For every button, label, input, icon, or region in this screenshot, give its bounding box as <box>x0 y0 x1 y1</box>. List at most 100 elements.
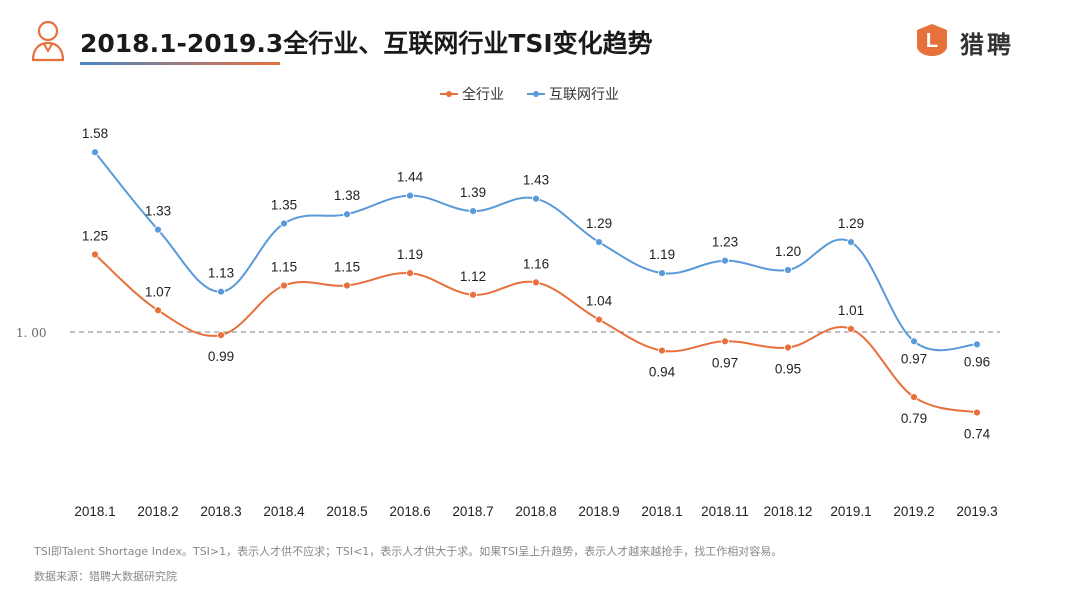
x-tick-label: 2018.11 <box>701 504 749 519</box>
data-point <box>280 281 288 290</box>
data-label: 1.23 <box>712 235 738 250</box>
data-point <box>217 331 225 340</box>
data-point <box>469 290 477 299</box>
data-label: 1.43 <box>523 173 549 188</box>
data-point <box>406 269 414 278</box>
liepin-logo: L 猎聘 <box>914 22 1054 62</box>
data-label: 1.04 <box>586 294 613 309</box>
data-point <box>154 225 162 234</box>
data-point <box>595 315 603 324</box>
legend-label: 互联网行业 <box>549 87 619 103</box>
data-point <box>343 210 351 219</box>
data-point <box>784 266 792 274</box>
data-point <box>973 340 981 349</box>
x-tick-label: 2018.8 <box>515 504 556 519</box>
data-label: 1.25 <box>82 229 108 244</box>
x-tick-label: 2018.4 <box>263 504 305 519</box>
data-point <box>217 287 225 296</box>
data-point <box>595 238 603 247</box>
data-point <box>973 408 981 417</box>
data-label: 1.29 <box>586 216 612 231</box>
data-label: 1.15 <box>334 260 360 275</box>
legend-item-0: 全行业 <box>440 86 504 103</box>
data-label: 1.15 <box>271 260 297 275</box>
data-label: 0.79 <box>901 411 927 426</box>
data-point <box>532 194 540 203</box>
data-point <box>721 256 729 265</box>
data-point <box>343 281 351 290</box>
data-point <box>658 346 666 355</box>
x-tick-label: 2019.1 <box>830 504 871 519</box>
data-point <box>91 148 99 157</box>
data-label: 1.35 <box>271 198 297 213</box>
series-0 <box>91 250 981 417</box>
data-label: 1.29 <box>838 216 864 231</box>
data-label: 0.97 <box>901 351 927 366</box>
x-tick-label: 2018.12 <box>764 504 813 519</box>
x-tick-label: 2018.3 <box>200 504 241 519</box>
data-point <box>280 219 288 228</box>
x-axis: 2018.1 2018.2 2018.3 2018.4 2018.5 2018.6 2018… <box>74 504 997 519</box>
data-label: 1.39 <box>460 185 486 200</box>
data-source: 数据来源：猎聘大数据研究院 <box>34 570 177 583</box>
legend-label: 全行业 <box>462 86 504 103</box>
legend-swatch-dot <box>446 91 452 97</box>
x-tick-label: 2018.9 <box>578 504 619 519</box>
tsi-line-chart: 全行业 互联网行业 1. 00 1.251.070.991.15 1.151.191… <box>16 86 1000 519</box>
data-point <box>721 337 729 346</box>
page-title: 2018.1-2019.3全行业、互联网行业TSI变化趋势 <box>80 29 653 58</box>
x-tick-label: 2019.2 <box>893 504 934 519</box>
data-label: 1.16 <box>523 256 549 271</box>
x-tick-label: 2018.6 <box>389 504 430 519</box>
series-1 <box>91 148 981 352</box>
data-point <box>784 343 792 352</box>
data-label: 1.13 <box>208 266 234 281</box>
data-label: 0.96 <box>964 354 990 369</box>
data-label: 1.01 <box>838 303 864 318</box>
data-label: 1.07 <box>145 284 171 299</box>
data-label: 1.33 <box>145 204 171 219</box>
x-tick-label: 2018.7 <box>452 504 493 519</box>
logo-text: 猎聘 <box>960 31 1014 59</box>
data-point <box>91 250 99 259</box>
series-layer <box>91 148 981 417</box>
reference-label: 1. 00 <box>16 326 47 340</box>
title-underline <box>80 62 280 65</box>
svg-text:L: L <box>926 30 938 52</box>
data-label: 0.99 <box>208 349 234 364</box>
x-tick-label: 2018.1 <box>641 504 682 519</box>
data-point <box>910 337 918 346</box>
data-point <box>406 191 414 200</box>
person-icon <box>31 20 65 62</box>
legend-swatch-dot <box>533 91 539 97</box>
data-label: 1.19 <box>397 247 423 262</box>
x-tick-label: 2019.3 <box>956 504 997 519</box>
value-labels: 1.25 1.07 0.99 1.15 1.15 1.19 1.12 1.16 1.04 0.94… <box>82 126 991 441</box>
data-point <box>154 306 162 315</box>
legend-item-1: 互联网行业 <box>527 87 619 103</box>
data-point <box>847 324 855 333</box>
data-point <box>910 393 918 402</box>
liepin-logo-mark-icon: L <box>917 24 947 56</box>
data-label: 1.12 <box>460 269 486 284</box>
data-label: 0.95 <box>775 362 801 377</box>
data-label: 1.44 <box>397 170 424 185</box>
data-label: 0.94 <box>649 365 676 380</box>
header: 2018.1-2019.3全行业、互联网行业TSI变化趋势 L 猎聘 <box>0 0 1080 80</box>
x-tick-label: 2018.2 <box>137 504 178 519</box>
data-point <box>658 269 666 278</box>
reference-line: 1. 00 <box>16 326 1000 340</box>
data-point <box>469 207 477 216</box>
data-point <box>847 238 855 247</box>
data-label: 1.20 <box>775 244 801 259</box>
footnote: TSI即Talent Shortage Index。TSI>1，表示人才供不应求… <box>34 545 783 558</box>
data-point <box>532 278 540 287</box>
x-tick-label: 2018.5 <box>326 504 367 519</box>
data-label: 1.19 <box>649 247 675 262</box>
data-label: 0.97 <box>712 355 738 370</box>
x-tick-label: 2018.1 <box>74 504 115 519</box>
data-label: 0.74 <box>964 427 991 442</box>
data-label: 1.38 <box>334 188 360 203</box>
data-label: 1.58 <box>82 126 108 141</box>
legend: 全行业 互联网行业 <box>440 86 619 103</box>
